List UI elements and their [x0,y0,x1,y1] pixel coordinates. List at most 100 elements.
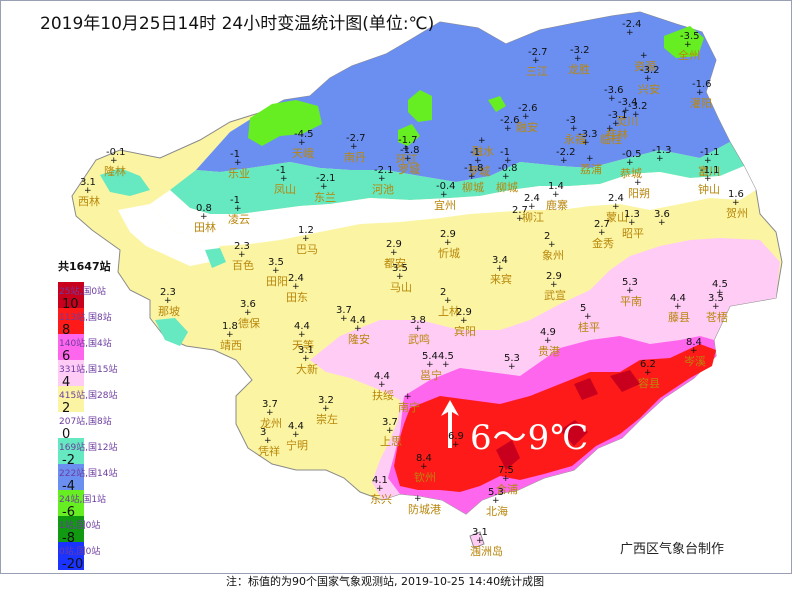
station-value: 4.9 [540,327,556,338]
station-value: 2.9 [546,271,562,282]
station-marker-icon: + [350,142,358,152]
legend-swatch [58,542,84,570]
city-label: 龙州 [260,417,282,430]
station-value: 2.9 [440,229,456,240]
station-marker-icon: + [444,238,452,248]
city-label: 武鸣 [408,333,430,346]
station-value: -3 [566,115,576,126]
legend-bound: -4 [62,479,75,494]
city-label: 宁明 [286,439,308,452]
legend-count: 331站,国15站 [59,365,118,375]
station-value: 2.3 [234,241,250,252]
station-value: -1 [230,195,240,206]
legend-count: 169站,国12站 [59,443,118,453]
legend-swatch [58,438,84,466]
station-marker-icon: + [508,362,516,372]
station-value: 8.4 [686,337,702,348]
legend-bound: 8 [62,323,71,338]
station-marker-icon: + [626,28,634,38]
station-value: 4.4 [288,421,304,432]
station-marker-icon: + [586,154,594,164]
station-value: -3.2 [628,101,648,112]
legend-bound: 2 [62,401,71,416]
station-marker-icon: + [622,106,630,116]
station-marker-icon: + [570,124,578,134]
station-marker-icon: + [658,218,666,228]
city-label: 三江 [526,65,548,78]
station-value: -3.4 [618,97,638,108]
station-value: 4.1 [372,475,388,486]
station-marker-icon: + [584,312,592,322]
station-marker-icon: + [704,156,712,166]
legend-count: 25站,国0站 [59,287,107,297]
station-value: 5.3 [622,277,638,288]
station-marker-icon: + [354,324,362,334]
station-value: 3.5 [268,257,284,268]
station-value: -1.8 [400,145,420,156]
legend-count: 113站,国8站 [59,313,112,323]
legend-count: 24站,国1站 [59,495,107,505]
station-value: 5.3 [488,487,504,498]
station-marker-icon: + [468,172,476,182]
station-value: 0.8 [196,203,212,214]
station-value: 3.4 [492,255,508,266]
station-marker-icon: + [544,336,552,346]
station-value: 2.9 [386,239,402,250]
station-marker-icon: + [496,264,504,274]
city-label: 马山 [390,281,412,294]
station-marker-icon: + [502,474,510,484]
city-label: 崇左 [316,413,338,426]
city-label: 凭祥 [258,445,280,458]
station-marker-icon: + [502,172,510,182]
station-value: 5 [580,303,587,314]
legend-swatch [58,386,84,414]
station-value: 3.1 [472,527,488,538]
station-value: 3.1 [80,177,96,188]
station-marker-icon: + [656,154,664,164]
city-label: 全州 [678,49,700,62]
station-marker-icon: + [712,302,720,312]
city-label: 钦州 [414,471,436,484]
station-marker-icon: + [626,286,634,296]
city-label: 隆安 [348,333,370,346]
city-label: 河池 [372,183,394,196]
station-value: 1.8 [222,321,238,332]
station-value: -3.6 [604,85,624,96]
city-label: 柳城 [462,181,484,194]
city-label: 涠洲岛 [470,545,503,558]
station-value: 3.2 [318,395,334,406]
station-value: 6.2 [640,359,656,370]
station-value: -2.6 [500,115,520,126]
city-label: 资源 [634,60,656,73]
station-value: -1.1 [700,165,720,176]
station-marker-icon: + [632,110,640,120]
city-label: 大新 [296,363,318,376]
station-marker-icon: + [690,346,698,356]
station-marker-icon: + [532,56,540,66]
station-value: -3.2 [570,45,590,56]
station-value: -1.7 [398,135,418,146]
station-value: 3.1 [298,345,314,356]
city-label: 东兴 [370,493,392,506]
station-marker-icon: + [386,426,394,436]
city-label: 金秀 [592,237,614,250]
station-marker-icon: + [634,178,642,188]
producer-label: 广西区气象台制作 [620,542,725,557]
station-marker-icon: + [552,190,560,200]
station-value: 3.8 [410,315,426,326]
legend-bound: 6 [62,349,71,364]
legend-bound: -2 [62,453,75,468]
station-marker-icon: + [492,496,500,506]
station-marker-icon: + [574,54,582,64]
city-label: 靖西 [220,339,242,352]
legend-swatch [58,360,84,388]
station-marker-icon: + [340,314,348,324]
city-label: 凌云 [228,213,250,226]
station-value: -1.6 [692,79,712,90]
station-value: -1 [276,165,286,176]
city-label: 罗城 [398,163,420,176]
station-value: -3.1 [608,110,628,121]
station-marker-icon: + [298,138,306,148]
station-marker-icon: + [302,354,310,364]
